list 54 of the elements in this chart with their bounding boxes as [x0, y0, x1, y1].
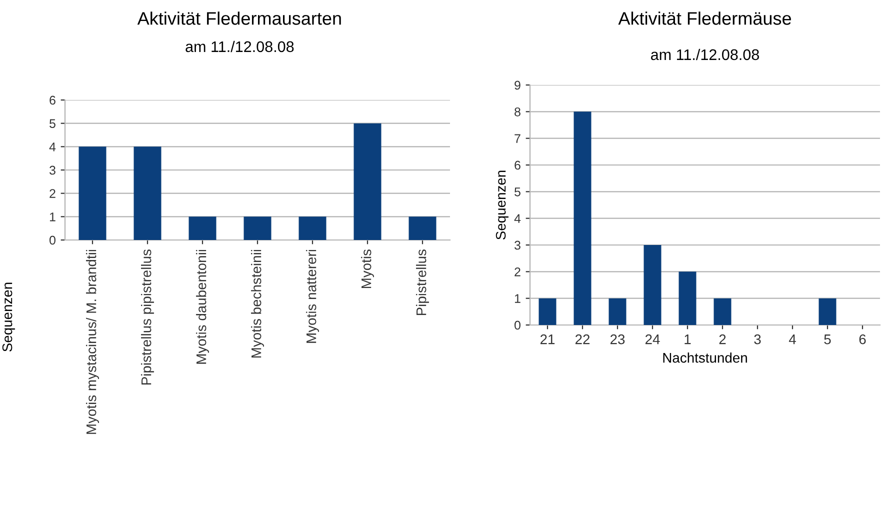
bar — [134, 146, 162, 240]
bar — [538, 298, 556, 325]
y-tick-label: 3 — [50, 166, 56, 175]
y-tick-label: 7 — [514, 134, 520, 143]
chart-subtitle: am 11./12.08.08 — [186, 40, 294, 52]
y-tick-label: 6 — [514, 160, 520, 170]
y-tick-label: 5 — [50, 119, 56, 128]
x-tick-label: 24 — [645, 334, 660, 344]
bar — [818, 298, 836, 325]
chart-title: Aktivität Fledermäuse — [618, 12, 791, 25]
x-tick-label: 23 — [610, 334, 625, 344]
bar — [608, 298, 626, 325]
bar — [678, 272, 696, 325]
x-tick-label: Myotis nattereri — [306, 250, 319, 343]
y-tick-label: 3 — [514, 240, 520, 250]
bar — [244, 216, 272, 240]
y-tick-label: 2 — [514, 267, 520, 276]
bar — [354, 123, 382, 240]
y-axis-title: Sequenzen — [496, 170, 508, 240]
y-tick-label: 0 — [50, 236, 56, 245]
y-axis-title: Sequenzen — [2, 282, 15, 352]
bar — [298, 216, 326, 240]
bar — [714, 298, 732, 325]
y-tick-label: 4 — [514, 214, 521, 223]
x-tick-label: 4 — [788, 334, 796, 344]
y-tick-label: 6 — [50, 96, 56, 105]
x-axis-title: Nachtstunden — [663, 352, 747, 363]
bar — [574, 112, 592, 325]
y-tick-label: 4 — [49, 142, 56, 152]
y-tick-label: 0 — [514, 320, 520, 330]
x-tick-label: Myotis — [361, 250, 374, 288]
bar — [188, 216, 216, 240]
y-tick-label: 2 — [50, 189, 56, 198]
x-tick-label: 1 — [684, 334, 691, 344]
x-tick-label: Myotis mystacinus/ M. brandtii — [86, 250, 99, 434]
chart-subtitle: am 11./12.08.08 — [651, 48, 759, 60]
x-tick-label: Myotis daubentonii — [196, 250, 209, 364]
x-tick-label: 21 — [540, 334, 555, 344]
x-tick-label: 22 — [575, 334, 590, 344]
y-tick-label: 8 — [514, 107, 520, 116]
bar — [644, 245, 662, 325]
x-tick-label: Myotis bechsteinii — [251, 250, 264, 358]
y-tick-label: 1 — [50, 212, 56, 222]
y-tick-label: 9 — [514, 80, 520, 90]
y-tick-label: 5 — [514, 188, 520, 196]
x-tick-label: Pipistrellus — [416, 250, 429, 316]
x-tick-label: 2 — [719, 334, 726, 344]
x-tick-label: 6 — [859, 334, 866, 344]
x-tick-label: 5 — [824, 334, 831, 344]
x-tick-label: 3 — [754, 334, 761, 344]
chart-title: Aktivität Fledermausarten — [137, 12, 341, 25]
bar — [408, 216, 436, 240]
bar — [78, 146, 106, 240]
x-tick-label: Pipistrellus pipistrellus — [141, 250, 154, 385]
